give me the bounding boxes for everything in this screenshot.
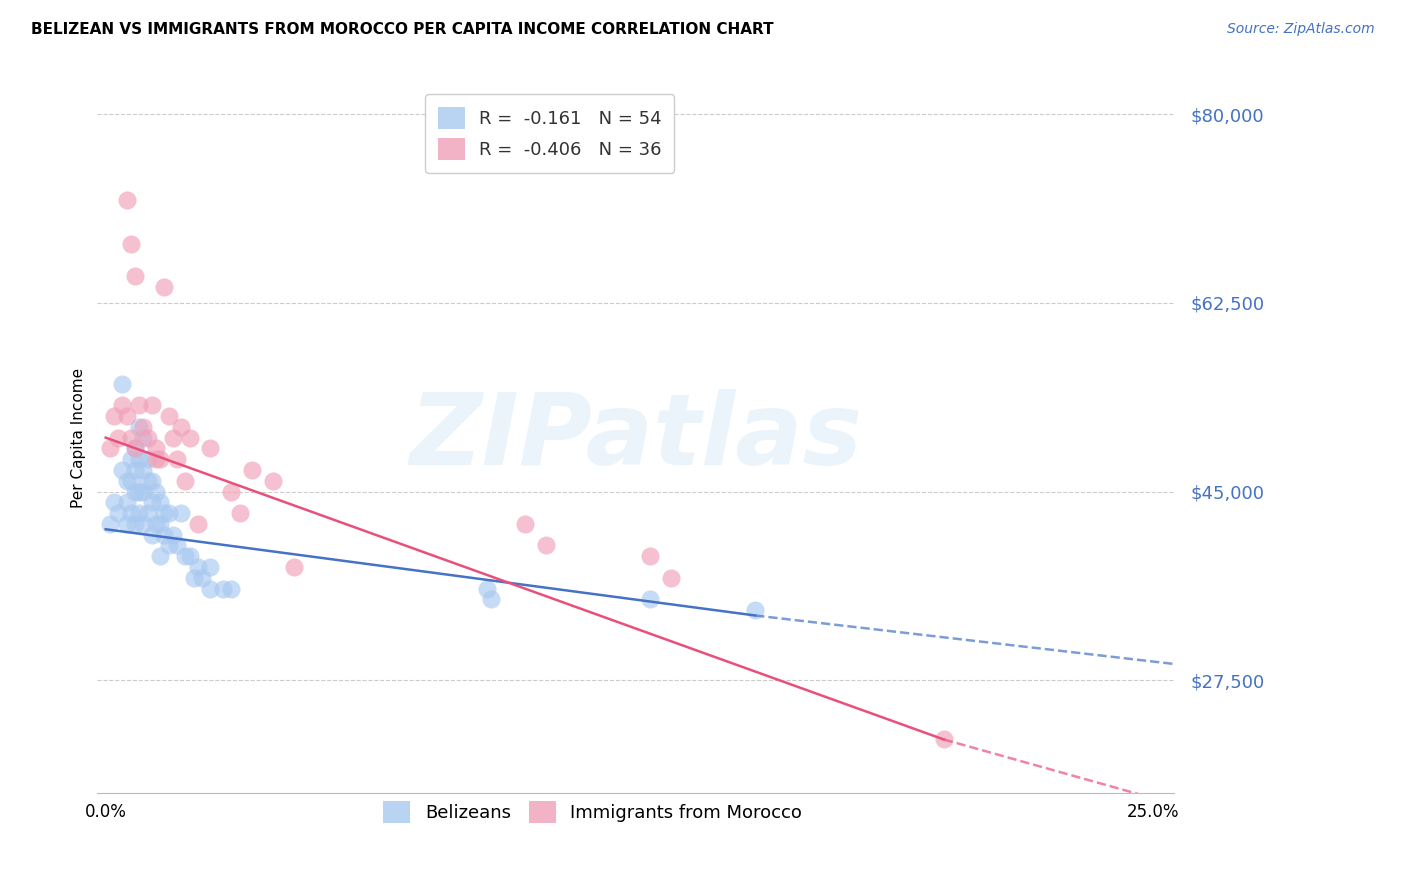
Point (145, 452, 167, 467)
Point (153, 506, 176, 520)
Point (115, 474, 138, 488)
Point (136, 452, 159, 467)
Point (103, 495, 125, 509)
Point (283, 560, 305, 574)
Point (221, 484, 243, 499)
Point (149, 495, 172, 509)
Point (141, 398, 163, 412)
Point (145, 442, 167, 456)
Point (640, 592, 662, 607)
Point (98, 516, 121, 531)
Legend: Belizeans, Immigrants from Morocco: Belizeans, Immigrants from Morocco (373, 790, 813, 834)
Point (179, 431, 201, 445)
Point (162, 431, 184, 445)
Point (640, 549, 662, 564)
Point (744, 603, 766, 617)
Text: Source: ZipAtlas.com: Source: ZipAtlas.com (1227, 22, 1375, 37)
Point (128, 484, 150, 499)
Point (174, 549, 197, 564)
Point (111, 398, 134, 412)
Point (200, 442, 222, 456)
Point (136, 431, 159, 445)
Point (513, 516, 536, 531)
Point (932, 732, 955, 747)
Point (120, 452, 142, 467)
Point (157, 538, 180, 552)
Point (174, 474, 197, 488)
Point (179, 549, 201, 564)
Point (479, 592, 502, 607)
Text: BELIZEAN VS IMMIGRANTS FROM MOROCCO PER CAPITA INCOME CORRELATION CHART: BELIZEAN VS IMMIGRANTS FROM MOROCCO PER … (31, 22, 773, 37)
Point (132, 420, 155, 434)
Point (162, 527, 184, 541)
Point (132, 431, 155, 445)
Point (124, 516, 146, 531)
Point (157, 506, 180, 520)
Point (115, 409, 138, 423)
Point (111, 376, 134, 391)
Point (111, 463, 134, 477)
Point (141, 527, 163, 541)
Point (145, 516, 167, 531)
Point (120, 474, 142, 488)
Point (149, 516, 172, 531)
Point (98, 442, 121, 456)
Point (107, 431, 129, 445)
Point (128, 420, 150, 434)
Point (120, 431, 142, 445)
Point (187, 560, 209, 574)
Point (166, 538, 188, 552)
Text: ZIPatlas: ZIPatlas (409, 389, 862, 486)
Point (229, 506, 252, 520)
Point (115, 194, 138, 208)
Point (124, 442, 146, 456)
Point (132, 516, 155, 531)
Point (153, 527, 176, 541)
Point (221, 582, 243, 596)
Point (128, 398, 150, 412)
Point (153, 279, 176, 293)
Y-axis label: Per Capita Income: Per Capita Income (72, 368, 86, 508)
Point (107, 506, 129, 520)
Point (534, 538, 557, 552)
Point (124, 442, 146, 456)
Point (200, 582, 222, 596)
Point (475, 582, 498, 596)
Point (132, 463, 155, 477)
Point (115, 516, 138, 531)
Point (141, 495, 163, 509)
Point (136, 506, 159, 520)
Point (166, 452, 188, 467)
Point (120, 236, 142, 251)
Point (191, 571, 214, 585)
Point (103, 409, 125, 423)
Point (136, 474, 159, 488)
Point (262, 474, 284, 488)
Point (157, 409, 180, 423)
Point (124, 463, 146, 477)
Point (661, 571, 683, 585)
Point (141, 474, 163, 488)
Point (132, 484, 155, 499)
Point (149, 452, 172, 467)
Point (149, 549, 172, 564)
Point (170, 506, 193, 520)
Point (145, 484, 167, 499)
Point (242, 463, 264, 477)
Point (128, 452, 150, 467)
Point (170, 420, 193, 434)
Point (183, 571, 205, 585)
Point (128, 506, 150, 520)
Point (200, 560, 222, 574)
Point (124, 484, 146, 499)
Point (212, 582, 235, 596)
Point (187, 516, 209, 531)
Point (124, 268, 146, 283)
Point (120, 506, 142, 520)
Point (115, 495, 138, 509)
